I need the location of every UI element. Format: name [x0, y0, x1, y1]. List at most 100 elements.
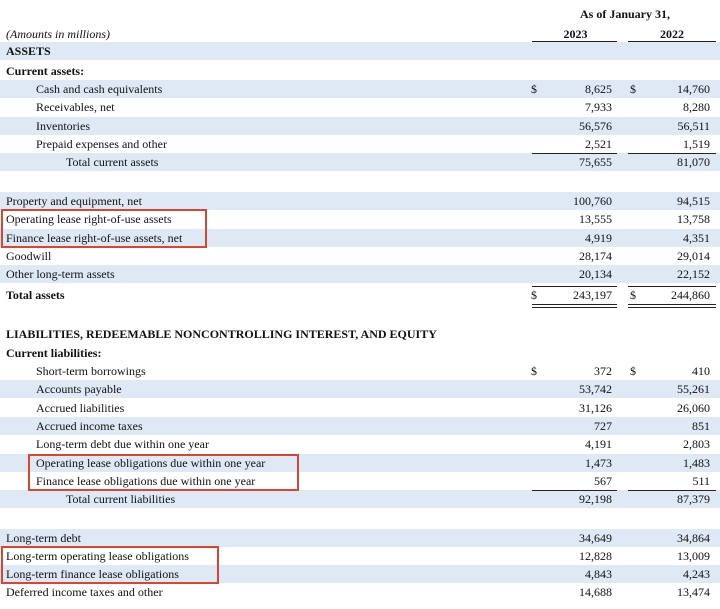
row-background — [0, 490, 720, 508]
value-2023: 2,521 — [585, 137, 612, 151]
row-background — [0, 529, 720, 547]
row-background — [0, 153, 720, 171]
value-2023: 4,919 — [585, 231, 612, 245]
row-background — [0, 454, 720, 472]
row-background — [0, 192, 720, 210]
total-rule — [628, 153, 716, 154]
total-rule — [628, 490, 716, 491]
double-rule — [628, 307, 716, 308]
value-2023: 4,191 — [585, 437, 612, 451]
row-background — [0, 117, 720, 135]
row-label: Total current liabilities — [66, 492, 176, 506]
value-2023: 567 — [594, 474, 612, 488]
highlight-box — [28, 454, 299, 491]
value-2022: 94,515 — [677, 194, 710, 208]
value-2023: 243,197 — [573, 288, 612, 302]
row-background — [0, 565, 720, 583]
row-label: Inventories — [36, 119, 90, 133]
value-2023: 12,828 — [579, 549, 612, 563]
row-label: Current liabilities: — [6, 346, 102, 360]
row-label: ASSETS — [6, 44, 51, 58]
year-header: 2023 — [563, 27, 588, 41]
currency-sign: $ — [531, 82, 537, 96]
value-2022: 14,760 — [677, 82, 710, 96]
double-rule — [532, 304, 617, 305]
total-rule — [628, 286, 716, 287]
value-2023: 7,933 — [585, 100, 612, 114]
double-rule — [628, 304, 716, 305]
currency-sign: $ — [630, 82, 636, 96]
row-background — [0, 417, 720, 435]
value-2023: 4,843 — [585, 567, 612, 581]
row-label: Accrued liabilities — [36, 401, 125, 415]
row-label: Short-term borrowings — [36, 364, 146, 378]
row-label: LIABILITIES, REDEEMABLE NONCONTROLLING I… — [6, 327, 437, 341]
row-label: Goodwill — [6, 249, 52, 263]
value-2023: 14,688 — [579, 585, 612, 599]
value-2023: 53,742 — [579, 382, 612, 396]
value-2023: 92,198 — [579, 492, 612, 506]
row-label: Total current assets — [66, 155, 159, 169]
value-2022: 26,060 — [677, 401, 710, 415]
rule — [628, 41, 716, 42]
row-label: Finance lease right-of-use assets, net — [6, 231, 183, 245]
row-label: Finance lease obligations due within one… — [36, 474, 256, 488]
value-2022: 29,014 — [677, 249, 710, 263]
value-2022: 13,009 — [677, 549, 710, 563]
total-rule — [532, 286, 617, 287]
total-rule — [532, 490, 617, 491]
value-2022: 81,070 — [677, 155, 710, 169]
value-2022: 55,261 — [677, 382, 710, 396]
value-2022: 13,758 — [677, 212, 710, 226]
currency-sign: $ — [531, 364, 537, 378]
value-2023: 56,576 — [579, 119, 612, 133]
value-2022: 2,803 — [683, 437, 710, 451]
row-label: Prepaid expenses and other — [36, 137, 167, 151]
value-2023: 1,473 — [585, 456, 612, 470]
row-label: Receivables, net — [36, 100, 115, 114]
value-2022: 13,474 — [677, 585, 710, 599]
value-2023: 31,126 — [579, 401, 612, 415]
highlight-box — [1, 209, 207, 248]
row-background — [0, 80, 720, 98]
value-2022: 8,280 — [683, 100, 710, 114]
value-2022: 244,860 — [671, 288, 710, 302]
value-2022: 851 — [692, 419, 710, 433]
value-2022: 87,379 — [677, 492, 710, 506]
double-rule — [532, 307, 617, 308]
value-2023: 727 — [594, 419, 612, 433]
units-note: (Amounts in millions) — [6, 27, 110, 41]
year-header: 2022 — [660, 27, 684, 41]
row-background — [0, 42, 720, 60]
row-label: Current assets: — [6, 64, 85, 78]
total-rule — [532, 153, 617, 154]
value-2022: 1,519 — [683, 137, 710, 151]
period-header: As of January 31, — [579, 7, 670, 21]
row-label: Property and equipment, net — [6, 194, 142, 208]
currency-sign: $ — [630, 364, 636, 378]
value-2023: 28,174 — [579, 249, 612, 263]
rule — [532, 41, 617, 42]
row-label: Operating lease obligations due within o… — [36, 456, 266, 470]
row-label: Accounts payable — [36, 382, 122, 396]
value-2022: 34,864 — [677, 531, 710, 545]
highlight-box — [1, 546, 219, 584]
value-2022: 511 — [692, 474, 710, 488]
value-2022: 22,152 — [677, 267, 710, 281]
value-2022: 1,483 — [683, 456, 710, 470]
value-2023: 13,555 — [579, 212, 612, 226]
row-label: Total assets — [6, 288, 65, 302]
row-label: Other long-term assets — [6, 267, 115, 281]
value-2022: 410 — [692, 364, 710, 378]
row-label: Long-term operating lease obligations — [6, 549, 189, 563]
row-background — [0, 380, 720, 398]
value-2023: 34,649 — [579, 531, 612, 545]
value-2023: 372 — [594, 364, 612, 378]
row-label: Operating lease right-of-use assets — [6, 212, 172, 226]
currency-sign: $ — [630, 288, 636, 302]
value-2023: 75,655 — [579, 155, 612, 169]
row-label: Deferred income taxes and other — [6, 585, 163, 599]
value-2023: 20,134 — [579, 267, 612, 281]
row-label: Long-term finance lease obligations — [6, 567, 179, 581]
